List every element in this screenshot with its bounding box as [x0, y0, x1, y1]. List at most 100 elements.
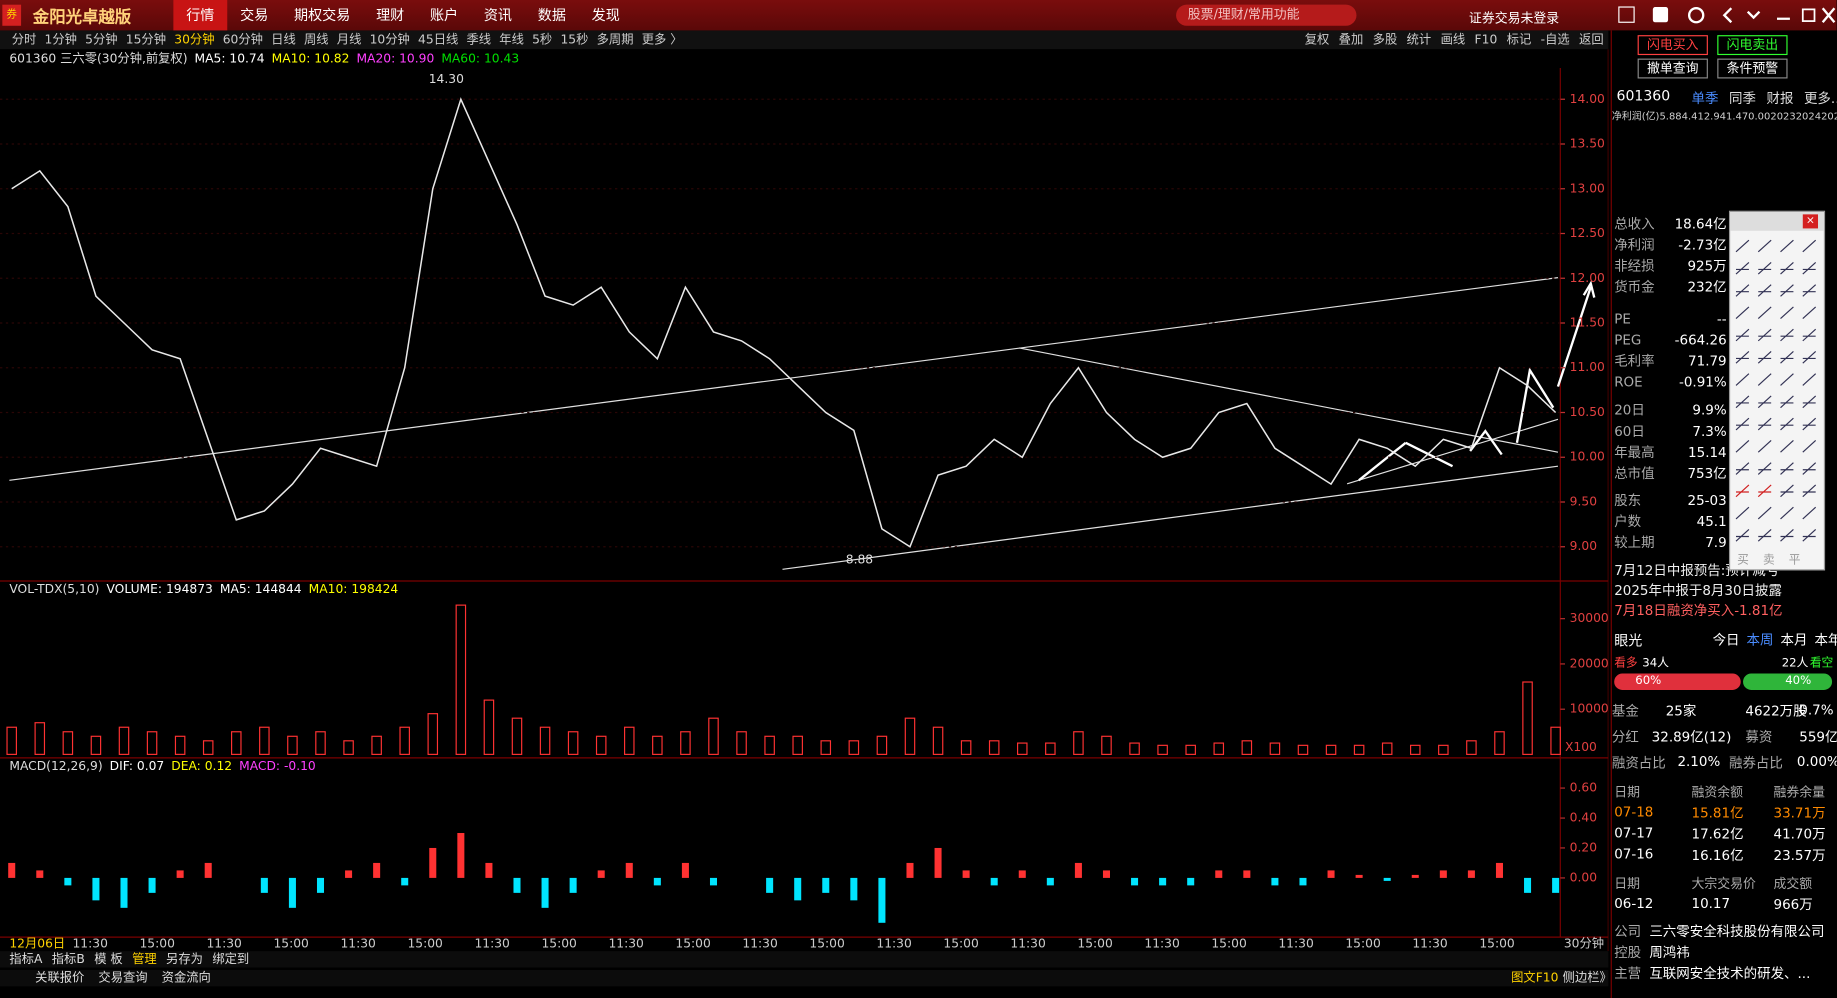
maximize-icon[interactable] — [1801, 8, 1816, 22]
panel-button[interactable]: 闪电卖出 — [1717, 35, 1788, 56]
period-button[interactable]: 15分钟 — [125, 32, 167, 47]
period-button[interactable]: 周线 — [303, 32, 329, 47]
tool-icon[interactable] — [1802, 261, 1817, 275]
tool-icon[interactable] — [1735, 529, 1750, 542]
tool-icon[interactable] — [1780, 529, 1794, 542]
tool-icon[interactable] — [1802, 417, 1817, 431]
tool-icon[interactable] — [1757, 306, 1772, 320]
tool-icon[interactable] — [1735, 440, 1750, 453]
tool-icon[interactable] — [1757, 261, 1772, 275]
indicator-tab[interactable]: 模 板 — [94, 952, 123, 967]
panel-button[interactable]: 撤单查询 — [1637, 58, 1708, 79]
period-button[interactable]: 多周期 — [596, 32, 634, 47]
tool-icon[interactable] — [1735, 239, 1750, 253]
period-button[interactable]: 15秒 — [560, 32, 589, 47]
menu-item[interactable]: 行情 — [173, 0, 228, 31]
tool-icon[interactable] — [1757, 350, 1772, 364]
tool-button[interactable]: 多股 — [1372, 32, 1398, 47]
tool-icon[interactable] — [1780, 284, 1794, 297]
settings-icon[interactable] — [1687, 7, 1705, 24]
view-period[interactable]: 本年 — [1814, 631, 1836, 648]
tool-icon[interactable] — [1780, 440, 1794, 453]
grid-icon[interactable] — [1618, 6, 1635, 23]
tool-icon[interactable] — [1757, 484, 1772, 498]
period-button[interactable]: 分时 — [11, 32, 37, 47]
tool-button[interactable]: F10 — [1474, 32, 1498, 47]
tool-button[interactable]: 复权 — [1304, 32, 1330, 47]
tool-icon[interactable] — [1735, 350, 1750, 364]
tool-icon[interactable] — [1780, 306, 1794, 320]
tool-icon[interactable] — [1802, 306, 1817, 320]
menu-item[interactable]: 账户 — [429, 7, 459, 24]
back-icon[interactable] — [1722, 7, 1733, 24]
tool-icon[interactable] — [1735, 462, 1750, 475]
tool-icon[interactable] — [1757, 284, 1772, 297]
tool-icon[interactable] — [1735, 284, 1750, 297]
period-button[interactable]: 45日线 — [418, 32, 459, 47]
period-button[interactable]: 1分钟 — [44, 32, 77, 47]
bottom-link[interactable]: 关联报价 — [35, 971, 85, 986]
tool-icon[interactable] — [1802, 462, 1817, 475]
app-icon-btn[interactable] — [1652, 7, 1669, 23]
tool-icon[interactable] — [1757, 239, 1772, 253]
tool-icon[interactable] — [1780, 417, 1794, 431]
view-period[interactable]: 本月 — [1780, 631, 1808, 648]
tool-icon[interactable] — [1735, 395, 1750, 409]
tool-icon[interactable] — [1780, 373, 1794, 386]
period-button[interactable]: 10分钟 — [369, 32, 410, 47]
tool-icon[interactable] — [1802, 506, 1817, 520]
tool-icon[interactable] — [1735, 506, 1750, 520]
panel-button[interactable]: 条件预警 — [1717, 58, 1788, 79]
login-status[interactable]: 证券交易未登录 — [1468, 10, 1560, 26]
search-box[interactable]: 股票/理财/常用功能 — [1176, 4, 1357, 26]
tool-icon[interactable] — [1780, 506, 1794, 520]
period-button[interactable]: 30分钟 — [174, 32, 215, 47]
menu-item[interactable]: 发现 — [591, 7, 620, 24]
period-button[interactable]: 季线 — [466, 32, 492, 47]
menu-item[interactable]: 资讯 — [483, 7, 513, 24]
period-button[interactable]: 5秒 — [532, 32, 553, 47]
bottom-link[interactable]: 交易查询 — [98, 971, 148, 986]
tool-icon[interactable] — [1780, 239, 1794, 253]
period-button[interactable]: 更多 〉 — [641, 32, 683, 47]
tool-icon[interactable] — [1757, 417, 1772, 431]
fin-tab[interactable]: 同季 — [1728, 90, 1756, 107]
indicator-tab[interactable]: 管理 — [132, 952, 157, 967]
menu-item[interactable]: 理财 — [376, 7, 405, 24]
view-period[interactable]: 今日 — [1712, 631, 1740, 648]
tool-button[interactable]: 标记 — [1506, 32, 1532, 47]
menu-item[interactable]: 交易 — [240, 7, 269, 24]
tool-icon[interactable] — [1735, 261, 1750, 275]
trade-shortcut[interactable]: 平 — [1788, 554, 1801, 567]
trade-shortcut[interactable]: 买 — [1737, 554, 1749, 567]
tool-icon[interactable] — [1802, 484, 1817, 498]
news-item[interactable]: 2025年中报于8月30日披露 — [1614, 582, 1782, 599]
tool-icon[interactable] — [1757, 529, 1772, 542]
tool-icon[interactable] — [1802, 395, 1817, 409]
menu-item[interactable]: 期权交易 — [294, 7, 351, 24]
panel-button[interactable]: 闪电买入 — [1637, 35, 1708, 56]
collapse-icon[interactable] — [1746, 10, 1761, 20]
tool-icon[interactable] — [1780, 328, 1794, 342]
tool-icon[interactable] — [1780, 484, 1794, 498]
tool-icon[interactable] — [1735, 373, 1750, 386]
tool-icon[interactable] — [1757, 440, 1772, 453]
menu-item[interactable]: 数据 — [537, 7, 566, 24]
period-button[interactable]: 日线 — [271, 32, 296, 47]
indicator-tab[interactable]: 另存为 — [166, 952, 203, 967]
close-icon[interactable] — [1821, 7, 1836, 24]
period-button[interactable]: 5分钟 — [85, 32, 118, 47]
tool-icon[interactable] — [1757, 462, 1772, 475]
tool-icon[interactable] — [1780, 350, 1794, 364]
bottom-right-link[interactable]: 图文F10 — [1511, 971, 1559, 986]
tool-icon[interactable] — [1757, 328, 1772, 342]
tool-icon[interactable] — [1735, 328, 1750, 342]
tool-icon[interactable] — [1735, 484, 1750, 498]
tool-icon[interactable] — [1802, 529, 1817, 542]
view-period[interactable]: 本周 — [1746, 631, 1774, 648]
fin-tab[interactable]: 单季 — [1691, 90, 1719, 107]
popup-close[interactable]: × — [1802, 214, 1819, 229]
tool-icon[interactable] — [1802, 440, 1817, 453]
tool-icon[interactable] — [1780, 395, 1794, 409]
tool-icon[interactable] — [1802, 373, 1817, 386]
